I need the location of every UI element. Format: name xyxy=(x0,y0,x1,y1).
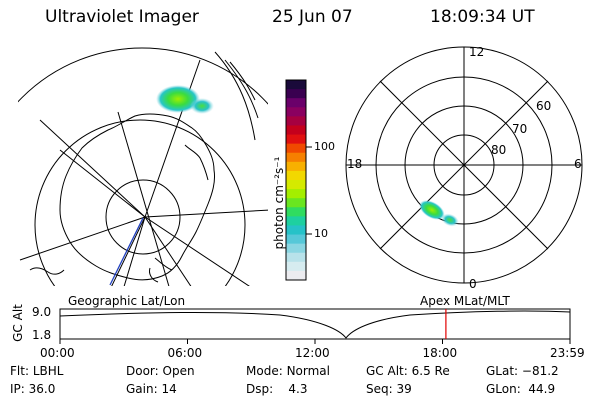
colorbar-segment xyxy=(286,143,306,154)
colorbar-segment xyxy=(286,270,306,281)
colorbar-segment xyxy=(286,89,306,99)
orbit-track xyxy=(109,217,144,286)
info-filter: Flt: LBHL xyxy=(10,364,64,378)
info-gc-alt: GC Alt: 6.5 Re xyxy=(366,364,450,378)
map-horizon-circle xyxy=(18,47,268,105)
info-door: Door: Open xyxy=(126,364,195,378)
aurora-map-blob xyxy=(156,85,200,113)
altitude-curve xyxy=(59,310,571,339)
mlt-lat-label-70: 70 xyxy=(512,122,528,136)
info-dsp: Dsp: 4.3 xyxy=(246,382,308,396)
date-label: 25 Jun 07 xyxy=(272,7,353,27)
mlt-label-12: 12 xyxy=(469,45,485,59)
colorbar-segment xyxy=(286,98,306,108)
colorbar-segment xyxy=(286,243,306,254)
timeline-xtick-label: 18:00 xyxy=(422,346,458,360)
timeline-xtick-label: 12:00 xyxy=(295,346,330,360)
timeline-xtick-label: 00:00 xyxy=(40,346,75,360)
colorbar-segment xyxy=(286,170,306,181)
coast-detail xyxy=(184,144,209,181)
colorbar-segment xyxy=(286,252,306,263)
info-glat: GLat: −81.2 xyxy=(486,364,559,378)
timeline-ytick-bottom: 1.8 xyxy=(32,328,52,342)
colorbar-segment xyxy=(286,80,306,90)
instrument-title: Ultraviolet Imager xyxy=(45,7,199,27)
mlt-label-18: 18 xyxy=(347,157,363,171)
info-mode: Mode: Normal xyxy=(246,364,330,378)
coast-detail xyxy=(149,267,159,283)
meridian-line xyxy=(111,216,250,286)
colorbar-tick-100: 100 xyxy=(314,140,335,153)
colorbar-segment xyxy=(286,161,306,172)
colorbar-tick-10: 10 xyxy=(314,227,328,240)
lat-arc xyxy=(224,59,259,119)
colorbar-segment xyxy=(286,234,306,245)
timeline-xtick-label: 23:59 xyxy=(550,346,585,360)
info-glon: GLon: 44.9 xyxy=(486,382,556,396)
lat-arc xyxy=(229,61,256,101)
aurora-map-blob xyxy=(190,98,214,114)
colorbar-segment xyxy=(286,125,306,136)
meridian-line xyxy=(39,119,146,218)
colorbar-segment xyxy=(286,180,306,190)
lat-circle-mid xyxy=(34,119,246,286)
mlt-lat-label-80: 80 xyxy=(491,143,507,157)
timeline-ytick-top: 9.0 xyxy=(32,305,52,319)
mlt-label-0: 0 xyxy=(469,277,477,291)
colorbar-segment xyxy=(286,198,306,208)
meridian-line xyxy=(117,111,170,286)
coast-detail xyxy=(29,267,65,275)
aurora-mlt-blob xyxy=(441,213,459,227)
colorbar-frame xyxy=(285,79,307,281)
colorbar-segment xyxy=(286,189,306,199)
time-label: 18:09:34 UT xyxy=(430,7,535,27)
info-gain: Gain: 14 xyxy=(126,382,177,396)
colorbar-segment xyxy=(286,225,306,236)
colorbar-segment xyxy=(286,216,306,226)
timeline-title-right: Apex MLat/MLT xyxy=(420,294,510,308)
info-seq: Seq: 39 xyxy=(366,382,412,396)
coast-detail xyxy=(154,257,173,271)
lat-arc xyxy=(214,51,256,141)
colorbar-segment xyxy=(286,261,306,272)
aurora-mlt-blob xyxy=(419,200,445,220)
timeline-xtick-label: 06:00 xyxy=(167,346,203,360)
continent-outline xyxy=(59,113,215,281)
colorbar-segment xyxy=(286,152,306,163)
colorbar-segment xyxy=(286,116,306,126)
colorbar-segment xyxy=(286,107,306,117)
colorbar-segment xyxy=(286,207,306,217)
lat-circle-inner xyxy=(105,179,181,255)
mlt-lat-label-60: 60 xyxy=(536,99,552,113)
mlt-label-6: 6 xyxy=(574,157,582,171)
colorbar-segment xyxy=(286,134,306,145)
mlt-meridian xyxy=(379,80,549,250)
info-ip: IP: 36.0 xyxy=(10,382,56,396)
timeline-title-left: Geographic Lat/Lon xyxy=(68,294,186,308)
